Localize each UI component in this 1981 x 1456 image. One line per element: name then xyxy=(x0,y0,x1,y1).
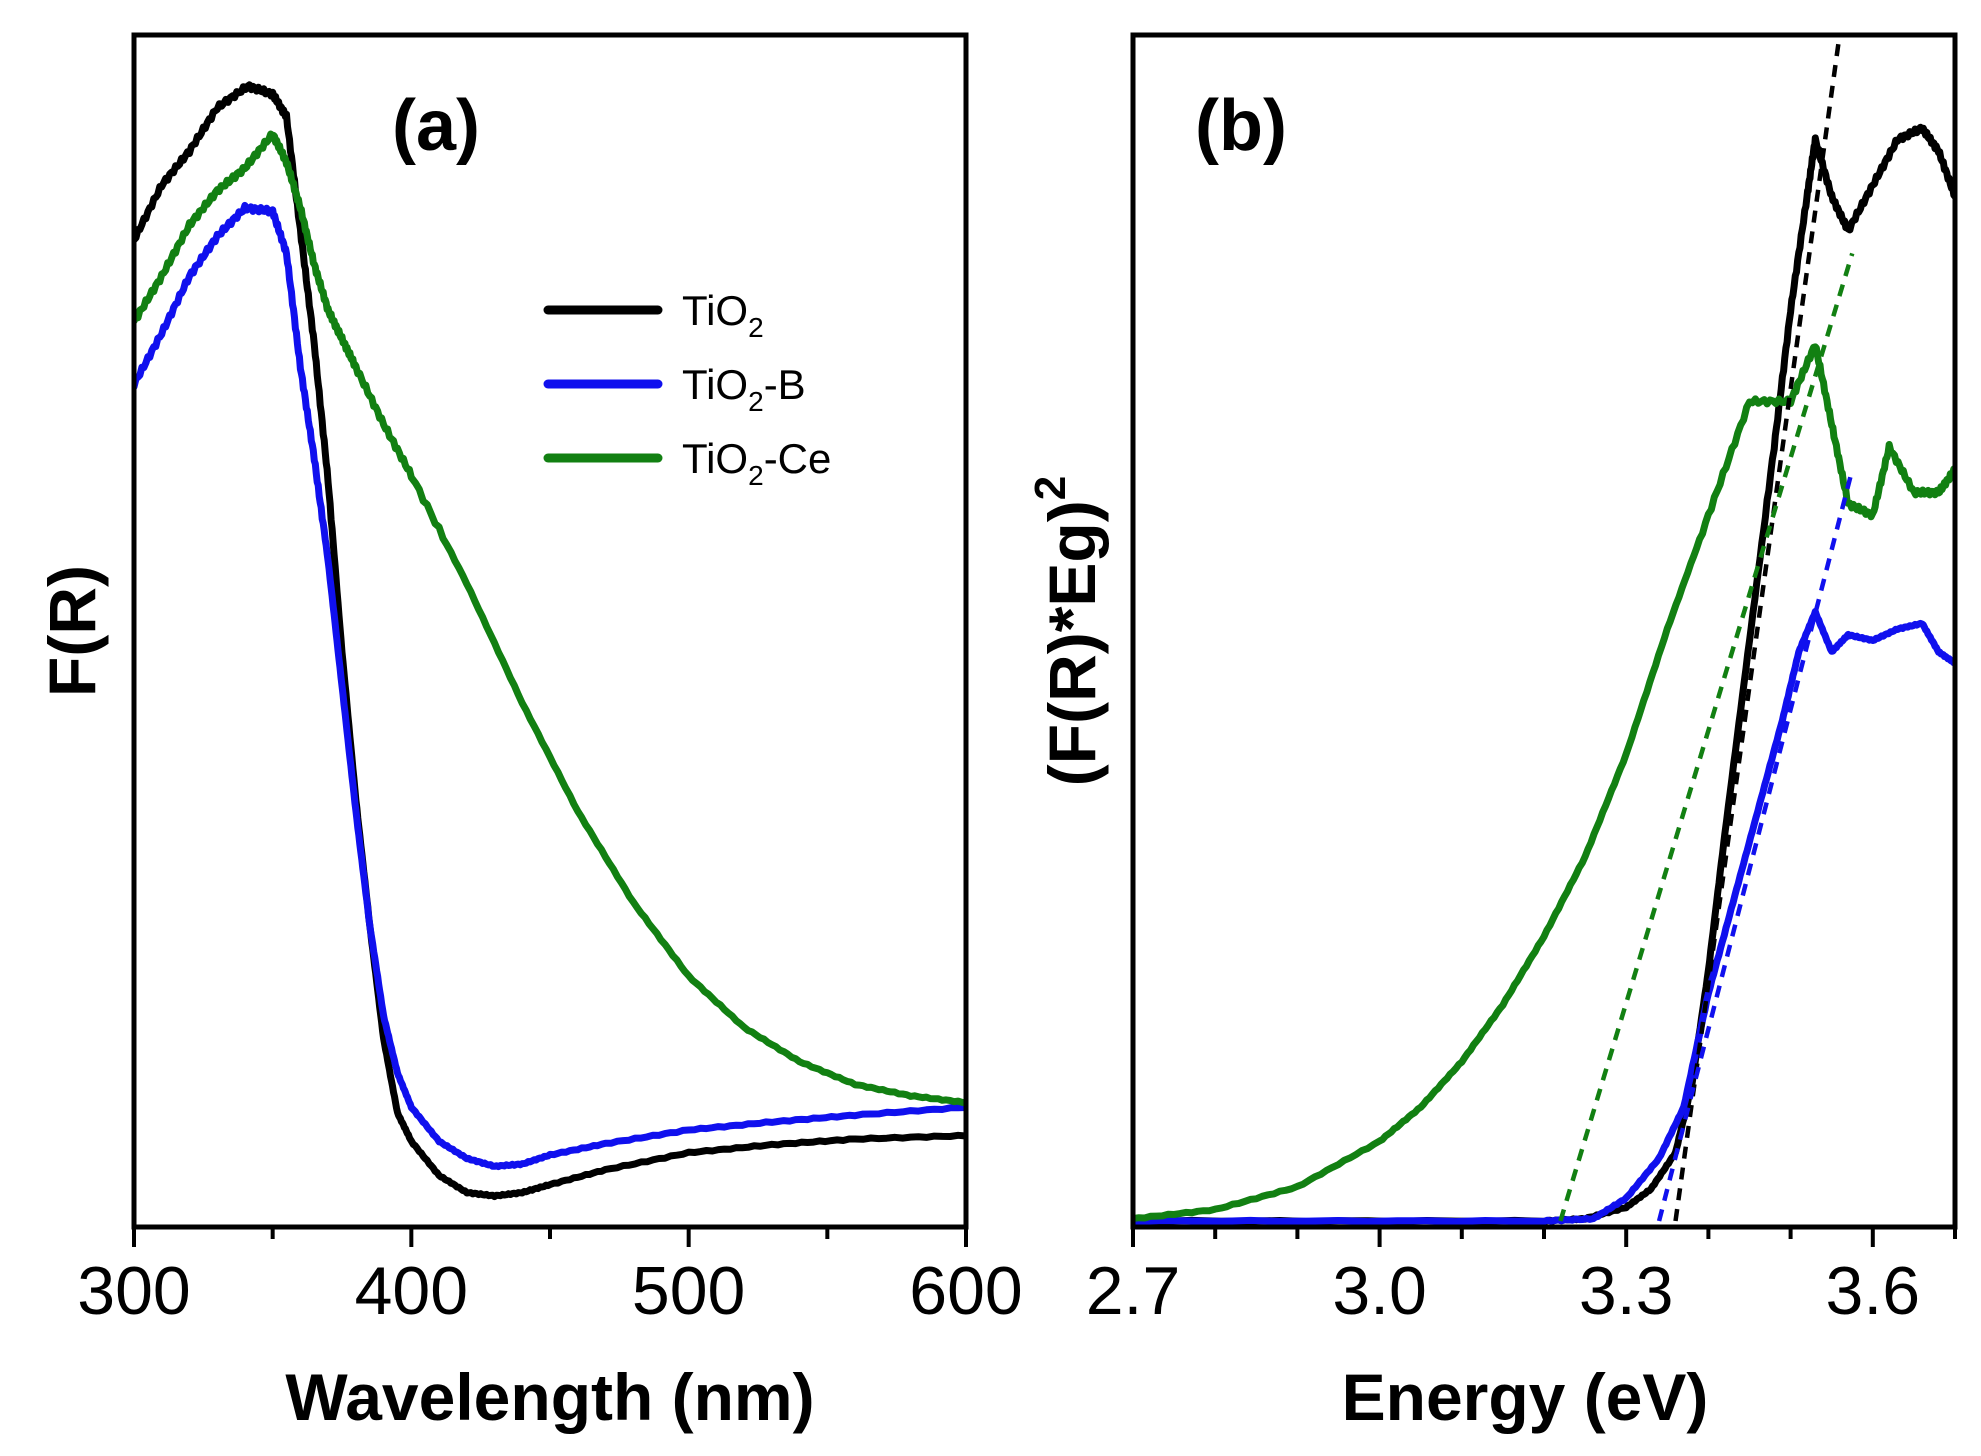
x-tick-label: 600 xyxy=(909,1253,1022,1329)
panel-b-line-tio2-b xyxy=(1133,608,1955,1226)
panel-b-ylabel-superscript: 2 xyxy=(1026,476,1075,500)
panel-b-line-tio2-ce xyxy=(1133,343,1955,1223)
x-tick-label: 2.7 xyxy=(1086,1253,1181,1329)
x-tick-label: 3.3 xyxy=(1579,1253,1674,1329)
fit-line-tio2-b xyxy=(1656,469,1855,1222)
panel-b-ylabel: (F(R)*Eg)2 xyxy=(1026,476,1109,786)
panel-b-frame xyxy=(1130,32,1958,1230)
legend: TiO2 TiO2-B TiO2-Ce xyxy=(543,287,831,491)
panel-a-line-tio2-ce xyxy=(134,130,966,1107)
fit-line-tio2 xyxy=(1673,35,1842,1222)
legend-label-tio2: TiO2 xyxy=(682,287,764,343)
x-tick-label: 3.0 xyxy=(1332,1253,1427,1329)
panel-a-series xyxy=(134,81,966,1201)
panel-a-line-tio2 xyxy=(134,81,966,1201)
panel-a-ylabel: F(R) xyxy=(35,565,109,697)
legend-label-tio2-ce: TiO2-Ce xyxy=(682,435,831,491)
fit-line-tio2-ce xyxy=(1558,252,1855,1222)
x-tick-label: 3.6 xyxy=(1826,1253,1921,1329)
panel-a-label: (a) xyxy=(392,86,480,166)
panel-b-ylabel-main: (F(R)*Eg) xyxy=(1035,500,1109,786)
panel-a-line-tio2-b xyxy=(134,201,966,1171)
panel-a-frame xyxy=(131,32,969,1230)
x-tick-label: 500 xyxy=(632,1253,745,1329)
panel-a-ticks: 300 400 500 600 xyxy=(77,1227,1023,1329)
panel-b-label: (b) xyxy=(1195,86,1287,166)
panel-b-ticks: 2.7 3.0 3.3 3.6 xyxy=(1086,1227,1957,1329)
panel-b-xlabel: Energy (eV) xyxy=(1342,1360,1709,1434)
legend-label-tio2-b: TiO2-B xyxy=(682,361,806,417)
x-tick-label: 400 xyxy=(355,1253,468,1329)
panel-b-fit-lines xyxy=(1558,35,1855,1222)
panel-a-xlabel: Wavelength (nm) xyxy=(285,1360,814,1434)
panel-b-series xyxy=(1133,123,1955,1226)
x-tick-label: 300 xyxy=(77,1253,190,1329)
panel-a-absorbance: 300 400 500 600 (a) Wavelength (nm) F(R) Ti… xyxy=(35,32,1023,1434)
panel-b-line-tio2 xyxy=(1133,123,1955,1226)
panel-b-tauc-plot: 2.7 3.0 3.3 3.6 (b) Energy (eV) (F(R)*Eg)2 xyxy=(1026,32,1958,1434)
